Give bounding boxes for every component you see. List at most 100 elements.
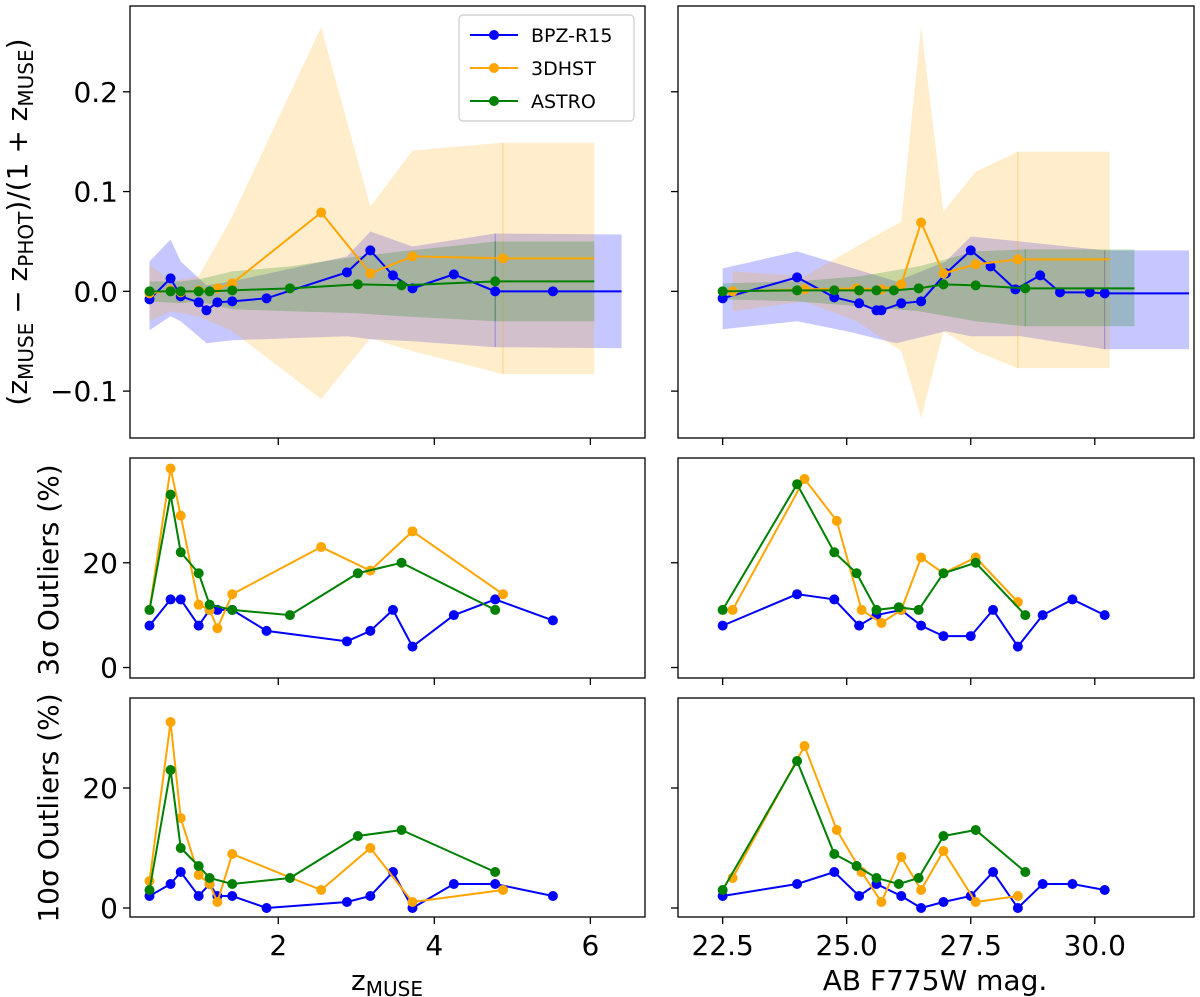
point-astro-mid-right-3 xyxy=(851,568,862,579)
point-astro-mid-left-9 xyxy=(490,604,501,615)
xtick-label-bot-right-0: 22.5 xyxy=(691,929,753,962)
y-axis-label-main: (zMUSE − zPHOT)/(1 + zMUSE) xyxy=(1,38,38,405)
point-3dhst-bot-right-8 xyxy=(970,897,981,907)
point-bpz-r15-top-right-7 xyxy=(916,296,927,307)
legend-entry-bpz: BPZ-R15 xyxy=(470,25,612,47)
point-astro-top-left-9 xyxy=(490,276,501,287)
point-bpz-r15-bot-right-7 xyxy=(938,897,949,907)
line-astro-bot-left xyxy=(148,769,496,891)
point-bpz-r15-top-right-0 xyxy=(717,293,728,304)
xtick-label-bot-left-1: 4 xyxy=(425,929,443,962)
point-bpz-r15-top-right-9 xyxy=(965,245,976,256)
point-astro-top-right-9 xyxy=(1020,283,1031,294)
point-astro-mid-right-0 xyxy=(717,604,728,615)
point-astro-mid-left-2 xyxy=(175,547,186,558)
point-astro-mid-right-1 xyxy=(792,479,803,490)
point-bpz-r15-mid-left-14 xyxy=(547,615,558,626)
legend-entry-astro: ASTRO xyxy=(470,91,596,113)
point-bpz-r15-mid-left-10 xyxy=(387,604,398,615)
point-astro-mid-right-7 xyxy=(938,568,949,579)
xtick-label-bot-left-0: 2 xyxy=(269,929,287,962)
point-bpz-r15-mid-left-2 xyxy=(175,594,186,605)
point-bpz-r15-top-right-5 xyxy=(876,305,887,316)
band-bpz-r15-top-right xyxy=(722,236,1190,350)
ytick-label-top-left-1: 0.0 xyxy=(73,275,118,308)
point-bpz-r15-top-left-7 xyxy=(261,293,272,304)
point-bpz-r15-mid-right-6 xyxy=(916,620,927,631)
point-bpz-r15-bot-left-12 xyxy=(448,879,459,889)
legend-entry-3dhst: 3DHST xyxy=(470,58,596,80)
point-bpz-r15-top-left-8 xyxy=(341,267,352,278)
point-astro-top-right-1 xyxy=(792,285,803,296)
point-3dhst-mid-left-7 xyxy=(316,542,327,553)
panel-mid-left: 0 20 xyxy=(82,457,646,685)
point-astro-mid-right-4 xyxy=(871,604,882,615)
line-bpz-r15-bot-right xyxy=(722,870,1105,910)
line-bpz-r15-mid-right xyxy=(722,593,1106,649)
point-3dhst-bot-left-2 xyxy=(175,813,186,823)
plot-area-mid-right xyxy=(717,473,1110,652)
point-bpz-r15-top-left-13 xyxy=(490,286,501,297)
panel-mid-right xyxy=(671,457,1195,685)
point-bpz-r15-top-left-10 xyxy=(387,270,398,281)
ytick-label-top-left-0: −0.1 xyxy=(50,375,118,408)
point-3dhst-mid-right-9 xyxy=(1012,597,1023,608)
panel-top-right xyxy=(671,5,1195,445)
point-astro-bot-left-9 xyxy=(490,867,501,877)
point-astro-top-right-7 xyxy=(938,279,949,290)
point-3dhst-bot-right-1 xyxy=(799,741,810,751)
x-axis-label-zmuse: zMUSE xyxy=(351,964,423,997)
xtick-label-bot-left-2: 6 xyxy=(581,929,599,962)
point-bpz-r15-top-left-9 xyxy=(365,245,376,256)
line-astro-mid-right xyxy=(721,482,1027,616)
point-astro-mid-left-3 xyxy=(193,568,204,579)
point-bpz-r15-top-right-3 xyxy=(854,298,865,309)
point-astro-bot-left-2 xyxy=(175,843,186,853)
point-bpz-r15-mid-left-13 xyxy=(490,594,501,605)
point-3dhst-top-left-9 xyxy=(497,253,508,264)
point-3dhst-mid-left-9 xyxy=(407,526,418,537)
frame-top-right xyxy=(677,5,1195,439)
point-3dhst-bot-left-7 xyxy=(316,885,327,895)
point-astro-bot-right-1 xyxy=(792,756,803,766)
point-3dhst-top-right-7 xyxy=(970,259,981,270)
point-astro-bot-right-3 xyxy=(851,861,862,871)
point-bpz-r15-mid-left-8 xyxy=(341,636,352,647)
point-bpz-r15-top-right-2 xyxy=(829,292,840,303)
point-bpz-r15-mid-right-1 xyxy=(792,589,803,600)
point-3dhst-top-right-5 xyxy=(916,217,927,228)
panel-top-left: −0.1 0.0 0.1 0.2 xyxy=(50,5,646,445)
point-3dhst-mid-left-5 xyxy=(212,623,223,634)
point-astro-bot-right-8 xyxy=(970,825,981,835)
plot-area-bot-left xyxy=(144,717,558,913)
point-bpz-r15-top-right-1 xyxy=(792,272,803,283)
point-bpz-r15-bot-left-7 xyxy=(261,903,272,913)
point-astro-bot-left-3 xyxy=(193,861,204,871)
point-astro-top-left-0 xyxy=(144,286,155,297)
xtick-label-bot-right-1: 25.0 xyxy=(816,929,878,962)
xtick-label-bot-right-3: 30.0 xyxy=(1064,929,1126,962)
point-astro-mid-left-5 xyxy=(227,604,238,615)
point-bpz-r15-mid-right-3 xyxy=(854,620,865,631)
point-3dhst-top-left-6 xyxy=(316,207,327,218)
point-bpz-r15-top-right-15 xyxy=(1099,288,1110,299)
ytick-label-mid-left-1: 20 xyxy=(82,547,118,580)
point-astro-top-right-2 xyxy=(829,285,840,296)
xtick-label-bot-right-2: 27.5 xyxy=(940,929,1002,962)
point-bpz-r15-top-left-3 xyxy=(193,297,204,308)
point-bpz-r15-bot-left-13 xyxy=(490,879,501,889)
point-bpz-r15-mid-left-1 xyxy=(165,594,176,605)
point-3dhst-top-left-5 xyxy=(227,278,238,289)
point-bpz-r15-mid-left-3 xyxy=(193,620,204,631)
point-astro-top-right-8 xyxy=(970,280,981,291)
point-astro-top-right-0 xyxy=(717,286,728,297)
plot-area-bot-right xyxy=(717,741,1110,913)
band-astro-top-right xyxy=(722,249,1135,327)
point-3dhst-bot-right-9 xyxy=(1012,891,1023,901)
point-3dhst-bot-left-5 xyxy=(212,897,223,907)
point-3dhst-top-left-7 xyxy=(365,268,376,279)
frame-mid-left xyxy=(129,457,646,679)
point-3dhst-mid-left-1 xyxy=(165,463,176,474)
point-3dhst-top-right-4 xyxy=(896,279,907,290)
point-astro-mid-left-0 xyxy=(144,604,155,615)
